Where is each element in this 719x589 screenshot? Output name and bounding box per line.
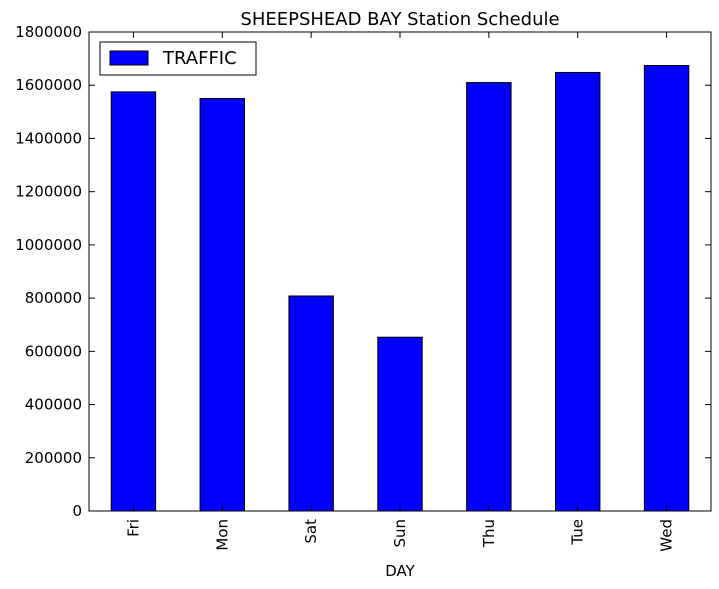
plot-frame [88, 31, 712, 512]
x-tick-label-thu: Thu [480, 519, 498, 548]
bar-fri [110, 91, 157, 512]
x-tick-label-wed: Wed [658, 519, 676, 552]
x-tick-label-mon: Mon [213, 519, 231, 551]
bar-tue [555, 71, 601, 512]
y-axis: 0 200000 400000 600000 800000 1000000 1200000 1… [15, 23, 711, 520]
bar-mon [199, 98, 246, 512]
legend: TRAFFIC [99, 41, 257, 76]
y-tick-label: 1600000 [15, 76, 82, 94]
bar-sat [288, 295, 334, 512]
x-tick-label-sun: Sun [391, 519, 409, 548]
x-tick-label-fri: Fri [124, 519, 142, 537]
bar-thu [466, 82, 512, 512]
legend-swatch [109, 50, 149, 66]
x-tick-label-tue: Tue [569, 519, 587, 546]
y-tick-label: 0 [72, 502, 82, 520]
legend-label-traffic: TRAFFIC [162, 48, 237, 69]
chart-title: SHEEPSHEAD BAY Station Schedule [240, 9, 559, 30]
x-axis: Fri Mon Sat Sun Thu Tue Wed [124, 32, 676, 552]
y-tick-label: 1800000 [15, 23, 82, 41]
bar-wed [643, 65, 690, 512]
y-tick-label: 400000 [25, 396, 82, 414]
y-tick-label: 1000000 [15, 236, 82, 254]
bar-sun [377, 336, 423, 512]
y-tick-label: 600000 [25, 342, 82, 360]
bars-group [110, 65, 690, 512]
y-tick-label: 800000 [25, 289, 82, 307]
y-tick-label: 200000 [25, 449, 82, 467]
x-axis-label: DAY [385, 562, 415, 580]
y-tick-label: 1200000 [15, 183, 82, 201]
y-tick-label: 1400000 [15, 129, 82, 147]
x-tick-label-sat: Sat [302, 519, 320, 544]
